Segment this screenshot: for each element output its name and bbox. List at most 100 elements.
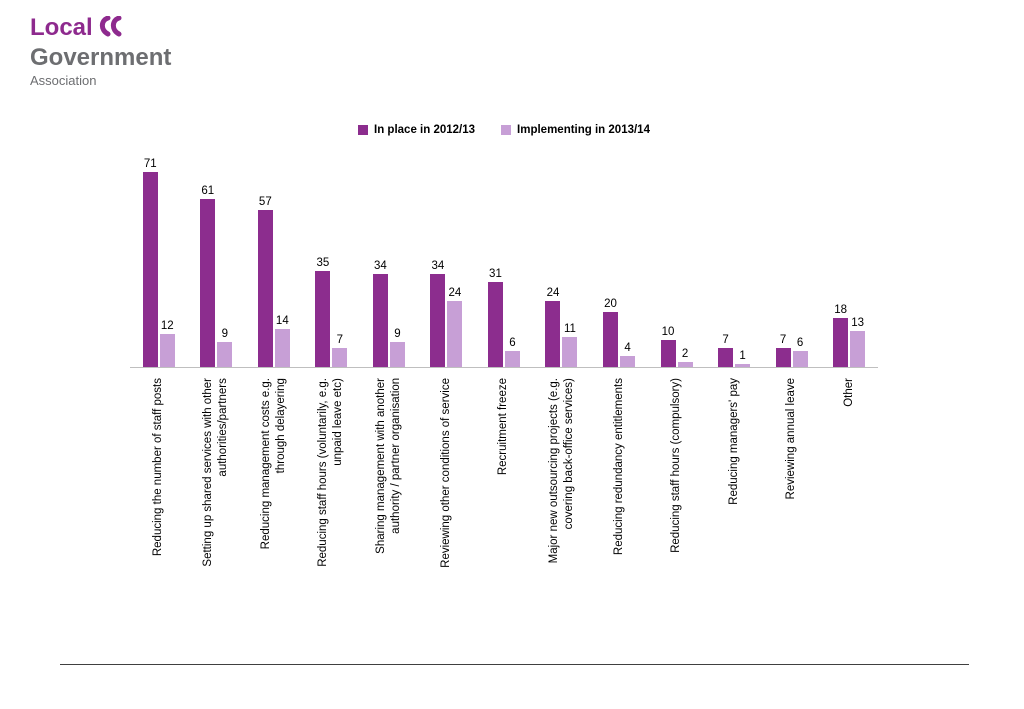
bar-series-2 [735,364,751,367]
data-label: 12 [160,320,174,332]
bar-series-1 [315,270,331,367]
bar-wrap: 14 [274,314,290,367]
logo-text-association: Association [30,72,97,88]
bar-group: 18 13 [820,303,878,367]
data-label: 14 [275,314,289,327]
bar-wrap: 2 [677,347,693,367]
bar-wrap: 1 [735,350,751,367]
bar-group: 34 24 [418,259,476,367]
bar-series-2 [792,350,808,367]
bar-wrap: 6 [792,336,808,367]
data-label: 9 [394,328,401,341]
bar-series-1 [257,210,273,367]
category-label: Reducing managers' pay [727,378,740,505]
category-cell: Setting up shared services with other au… [188,368,246,568]
data-label: 11 [564,322,576,335]
bar-group: 35 7 [303,257,361,367]
bar-wrap: 7 [775,333,791,367]
category-label: Major new outsourcing projects (e.g. cov… [547,378,575,564]
legend-item-2: Implementing in 2013/14 [501,124,650,136]
category-label: Reducing the number of staff posts [152,378,165,557]
bar-series-2 [562,336,578,367]
bar-wrap: 24 [545,287,561,367]
bar-series-1 [660,339,676,367]
data-label: 24 [546,287,560,299]
lga-logo: Local Government Association [30,14,172,88]
bar-wrap: 20 [603,298,619,367]
category-labels: Reducing the number of staff posts Settin… [130,368,878,568]
bar-series-1 [833,317,849,367]
category-label: Reducing redundancy entitlements [612,378,625,556]
bar-wrap: 10 [660,325,676,367]
logo-text-local: Local [30,14,93,41]
bar-wrap: 34 [372,259,388,367]
bar-series-2 [677,361,693,367]
bar-series-2 [620,356,636,367]
category-label: Reducing staff hours (voluntarily, e.g. … [317,378,345,567]
bar-series-2 [217,342,233,367]
bar-wrap: 61 [200,185,216,367]
legend-label-2: Implementing in 2013/14 [517,124,650,136]
bar-series-2 [504,350,520,367]
bar-chart: In place in 2012/13 Implementing in 2013… [130,124,878,568]
category-cell: Reducing the number of staff posts [130,368,188,568]
category-label: Reviewing annual leave [785,378,798,500]
legend-swatch-1 [358,125,369,135]
data-label: 10 [661,325,675,338]
bar-group: 10 2 [648,325,706,367]
bar-series-2 [274,328,290,367]
data-label: 34 [373,259,387,272]
category-cell: Reducing redundancy entitlements [590,368,648,568]
category-cell: Reducing staff hours (voluntarily, e.g. … [303,368,361,568]
category-label: Reducing staff hours (compulsory) [670,378,683,553]
data-label: 57 [258,196,272,209]
category-label: Other [842,378,855,407]
data-label: 61 [201,185,215,198]
category-cell: Reducing managers' pay [705,368,763,568]
bar-wrap: 11 [562,322,578,367]
bar-series-2 [850,331,866,367]
plot-area: 71 12 61 9 57 14 35 7 34 9 34 24 31 6 24 11 20 4 10 2 7 1 7 6 18… [130,152,878,368]
bar-series-1 [603,312,619,367]
data-label: 7 [779,333,787,346]
bar-wrap: 7 [332,334,348,367]
bar-group: 34 9 [360,259,418,367]
bar-series-1 [545,301,561,367]
bar-series-1 [200,199,216,367]
bar-series-2 [389,342,405,367]
data-label: 13 [851,317,865,330]
bar-wrap: 71 [142,157,158,367]
category-cell: Reviewing annual leave [763,368,821,568]
bar-series-1 [430,273,446,367]
bar-series-1 [142,171,158,367]
bar-wrap: 9 [389,328,405,367]
category-cell: Reducing staff hours (compulsory) [648,368,706,568]
category-cell: Sharing management with another authorit… [360,368,418,568]
data-label: 31 [489,267,502,280]
bar-group: 71 12 [130,158,188,367]
category-label: Recruitment freeze [497,378,510,476]
bar-wrap: 18 [833,303,849,367]
bar-wrap: 9 [217,328,233,367]
bar-wrap: 7 [718,333,734,367]
category-cell: Reviewing other conditions of service [418,368,476,568]
bar-wrap: 12 [159,320,175,367]
data-label: 7 [722,333,729,346]
logo-text-government: Government [30,44,172,72]
bar-group: 31 6 [475,268,533,367]
data-label: 34 [431,259,445,272]
data-label: 24 [448,287,462,299]
bar-series-1 [372,273,388,367]
data-label: 1 [739,350,746,363]
bar-series-1 [487,281,503,367]
data-label: 18 [834,303,848,316]
bar-wrap: 31 [487,267,503,367]
category-cell: Major new outsourcing projects (e.g. cov… [533,368,591,568]
data-label: 2 [681,347,689,360]
data-label: 6 [796,336,804,349]
category-label: Reducing management costs e.g. through d… [259,378,287,550]
data-label: 71 [143,157,157,170]
bar-wrap: 24 [447,287,463,367]
